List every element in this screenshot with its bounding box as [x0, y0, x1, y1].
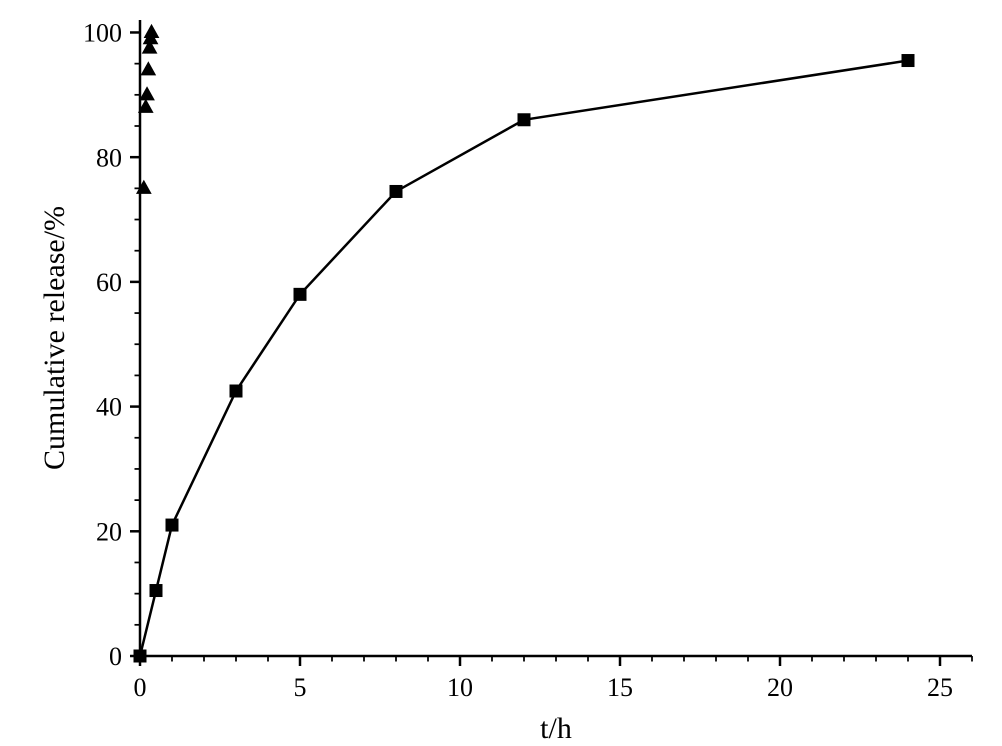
x-axis-label: t/h — [540, 712, 572, 745]
x-tick-label: 25 — [927, 673, 953, 702]
marker-square — [518, 114, 530, 126]
marker-square — [134, 650, 146, 662]
marker-square — [390, 185, 402, 197]
y-tick-label: 60 — [96, 268, 122, 297]
marker-square — [230, 385, 242, 397]
x-tick-label: 0 — [134, 673, 147, 702]
y-tick-label: 20 — [96, 517, 122, 546]
release-chart: 0 5 10 15 20 25 0 20 40 60 80 100 t/h Cumulative rele… — [0, 0, 1002, 746]
x-tick-label: 20 — [767, 673, 793, 702]
marker-square — [150, 585, 162, 597]
x-tick-label: 5 — [294, 673, 307, 702]
y-tick-label: 100 — [83, 19, 122, 48]
y-tick-label: 80 — [96, 143, 122, 172]
chart-container: 0 5 10 15 20 25 0 20 40 60 80 100 t/h Cumulative rele… — [0, 0, 1002, 746]
marker-square — [902, 55, 914, 67]
y-tick-label: 40 — [96, 393, 122, 422]
marker-square — [294, 288, 306, 300]
y-axis-label: Cumulative release/% — [38, 206, 71, 470]
x-tick-label: 10 — [447, 673, 473, 702]
marker-square — [166, 519, 178, 531]
x-tick-label: 15 — [607, 673, 633, 702]
y-tick-label: 0 — [109, 642, 122, 671]
